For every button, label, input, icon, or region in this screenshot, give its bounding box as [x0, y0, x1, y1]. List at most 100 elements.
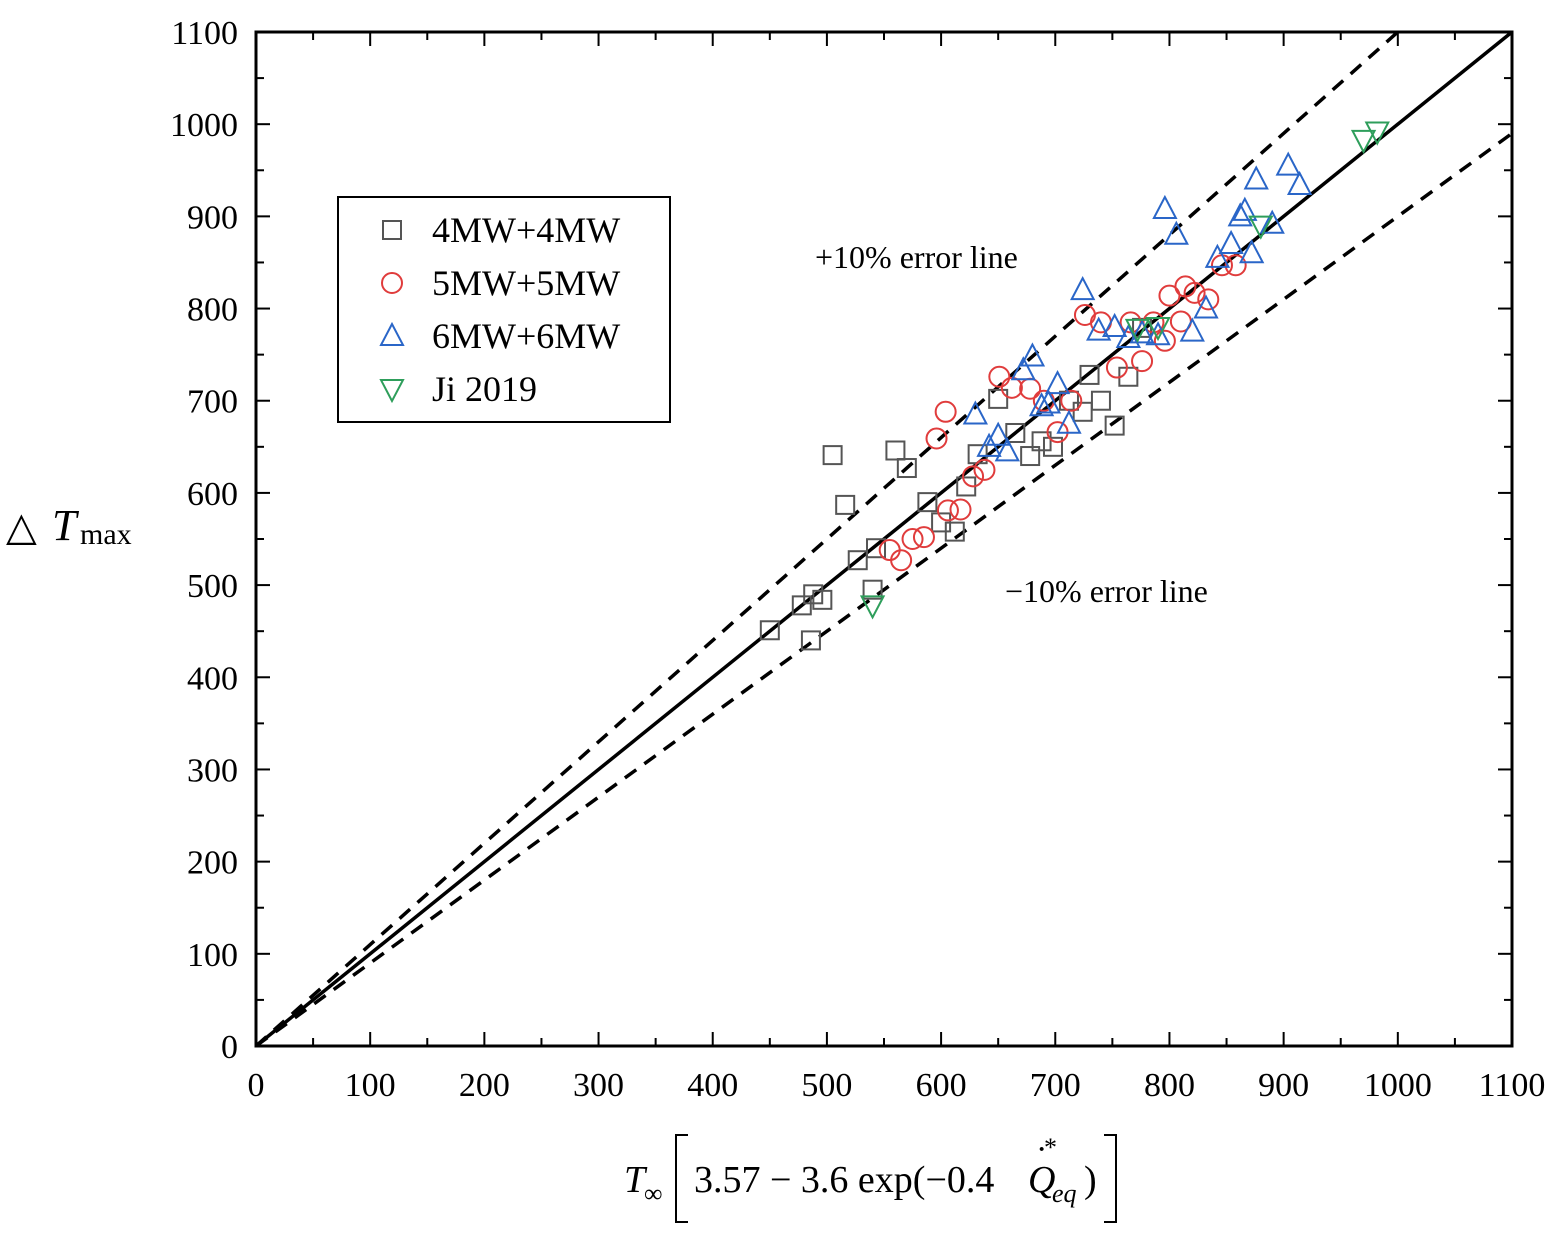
x-tick-label: 100 — [345, 1067, 396, 1104]
data-point — [1005, 422, 1026, 443]
y-tick-label: 100 — [187, 937, 238, 974]
x-tick-label: 700 — [1030, 1067, 1081, 1104]
x-label-expression: 3.57 − 3.6 exp(−0.4 — [694, 1159, 994, 1201]
series-Ji 2019 — [859, 121, 1390, 620]
data-point — [1243, 165, 1269, 190]
data-point — [962, 465, 985, 488]
x-tick-label: 1000 — [1364, 1067, 1432, 1104]
data-point — [1035, 389, 1062, 414]
data-point — [822, 445, 843, 466]
data-point — [1152, 194, 1178, 219]
data-point — [1101, 312, 1128, 337]
x-tick-label: 300 — [573, 1067, 624, 1104]
data-point — [800, 630, 821, 651]
legend-box — [337, 196, 671, 423]
reference-line — [254, 30, 1399, 1048]
data-point — [1042, 436, 1063, 457]
data-point — [1193, 294, 1219, 319]
data-point — [1145, 321, 1171, 346]
data-point — [1286, 170, 1313, 196]
data-point — [859, 595, 886, 620]
x-tick-label: 1100 — [1479, 1067, 1546, 1104]
data-point — [862, 579, 883, 600]
y-tick-label: 500 — [187, 568, 238, 605]
y-label-t: T — [52, 501, 80, 550]
data-point — [1010, 356, 1036, 381]
y-tick-label: 0 — [221, 1029, 238, 1066]
data-point — [878, 539, 901, 562]
data-point — [1145, 316, 1171, 342]
legend-marker — [379, 321, 405, 346]
x-label-left-bracket — [675, 1134, 688, 1223]
legend-label: 6MW+6MW — [432, 316, 620, 356]
y-tick-label: 600 — [187, 476, 238, 513]
x-tick-label: 800 — [1144, 1067, 1195, 1104]
data-point — [988, 388, 1009, 409]
data-point — [759, 620, 780, 641]
annotation-minus10: −10% error line — [1005, 573, 1208, 609]
legend-marker — [381, 272, 403, 294]
data-point — [1239, 239, 1265, 264]
data-point — [1224, 254, 1247, 277]
y-tick-label: 900 — [187, 199, 238, 236]
data-point — [1000, 376, 1023, 399]
x-label-close-paren: ) — [1084, 1159, 1097, 1201]
data-point — [1124, 318, 1151, 343]
data-point — [835, 494, 856, 515]
data-point — [994, 437, 1020, 462]
data-point — [1056, 409, 1082, 434]
data-point — [847, 550, 868, 571]
x-label-sub: eq — [1052, 1179, 1077, 1208]
legend-marker — [379, 379, 405, 404]
x-tick-label: 400 — [687, 1067, 738, 1104]
data-point — [1248, 215, 1274, 240]
data-point — [936, 499, 959, 522]
y-tick-label: 200 — [187, 845, 238, 882]
x-label-t: T — [624, 1159, 648, 1201]
y-label-sub: max — [80, 518, 132, 551]
data-point — [1197, 288, 1220, 311]
axis-ticks: 0 100 200 300 400 500 600 700 800 900 1000 1100 0 100… — [170, 15, 1545, 1104]
x-label-q: Q — [1028, 1159, 1055, 1201]
legend: 4MW+4MW 5MW+5MW 6MW+6MW Ji 2019 — [337, 196, 671, 423]
data-point — [917, 492, 938, 513]
data-point — [949, 498, 972, 521]
data-point — [1060, 389, 1083, 412]
data-point — [885, 440, 906, 461]
data-point — [791, 595, 812, 616]
annotation-plus10: +10% error line — [815, 239, 1018, 275]
data-point — [944, 521, 965, 542]
data-point — [890, 549, 913, 572]
series-5MW+5MW — [878, 254, 1247, 572]
data-point — [1129, 319, 1155, 344]
data-point — [985, 421, 1011, 446]
x-label-right-bracket — [1104, 1134, 1117, 1223]
y-axis-label: △ T max — [6, 501, 132, 551]
data-point — [1227, 202, 1253, 227]
legend-label: 4MW+4MW — [432, 210, 620, 250]
legend-label: 5MW+5MW — [432, 263, 620, 303]
y-tick-label: 300 — [187, 752, 238, 789]
data-point — [1350, 129, 1377, 155]
data-point — [896, 458, 917, 479]
data-point — [1218, 229, 1244, 255]
legend-label: Ji 2019 — [432, 369, 537, 409]
x-tick-label: 600 — [916, 1067, 967, 1104]
y-tick-label: 1000 — [170, 107, 238, 144]
data-point — [1070, 275, 1096, 301]
x-axis-label: T ∞ 3.57 − 3.6 exp(−0.4 Q · * eq ) — [624, 1131, 1117, 1223]
series-6MW+6MW — [962, 151, 1313, 462]
data-point — [901, 528, 924, 550]
data-point — [1179, 317, 1205, 342]
data-point — [1153, 329, 1176, 352]
data-point — [1183, 281, 1206, 304]
data-points — [759, 121, 1390, 651]
data-point — [1104, 415, 1125, 436]
data-point — [1031, 431, 1052, 452]
data-point — [1204, 243, 1231, 268]
data-point — [1019, 342, 1046, 367]
data-point — [1020, 446, 1041, 467]
data-point — [1105, 356, 1128, 379]
data-point — [1259, 209, 1285, 234]
